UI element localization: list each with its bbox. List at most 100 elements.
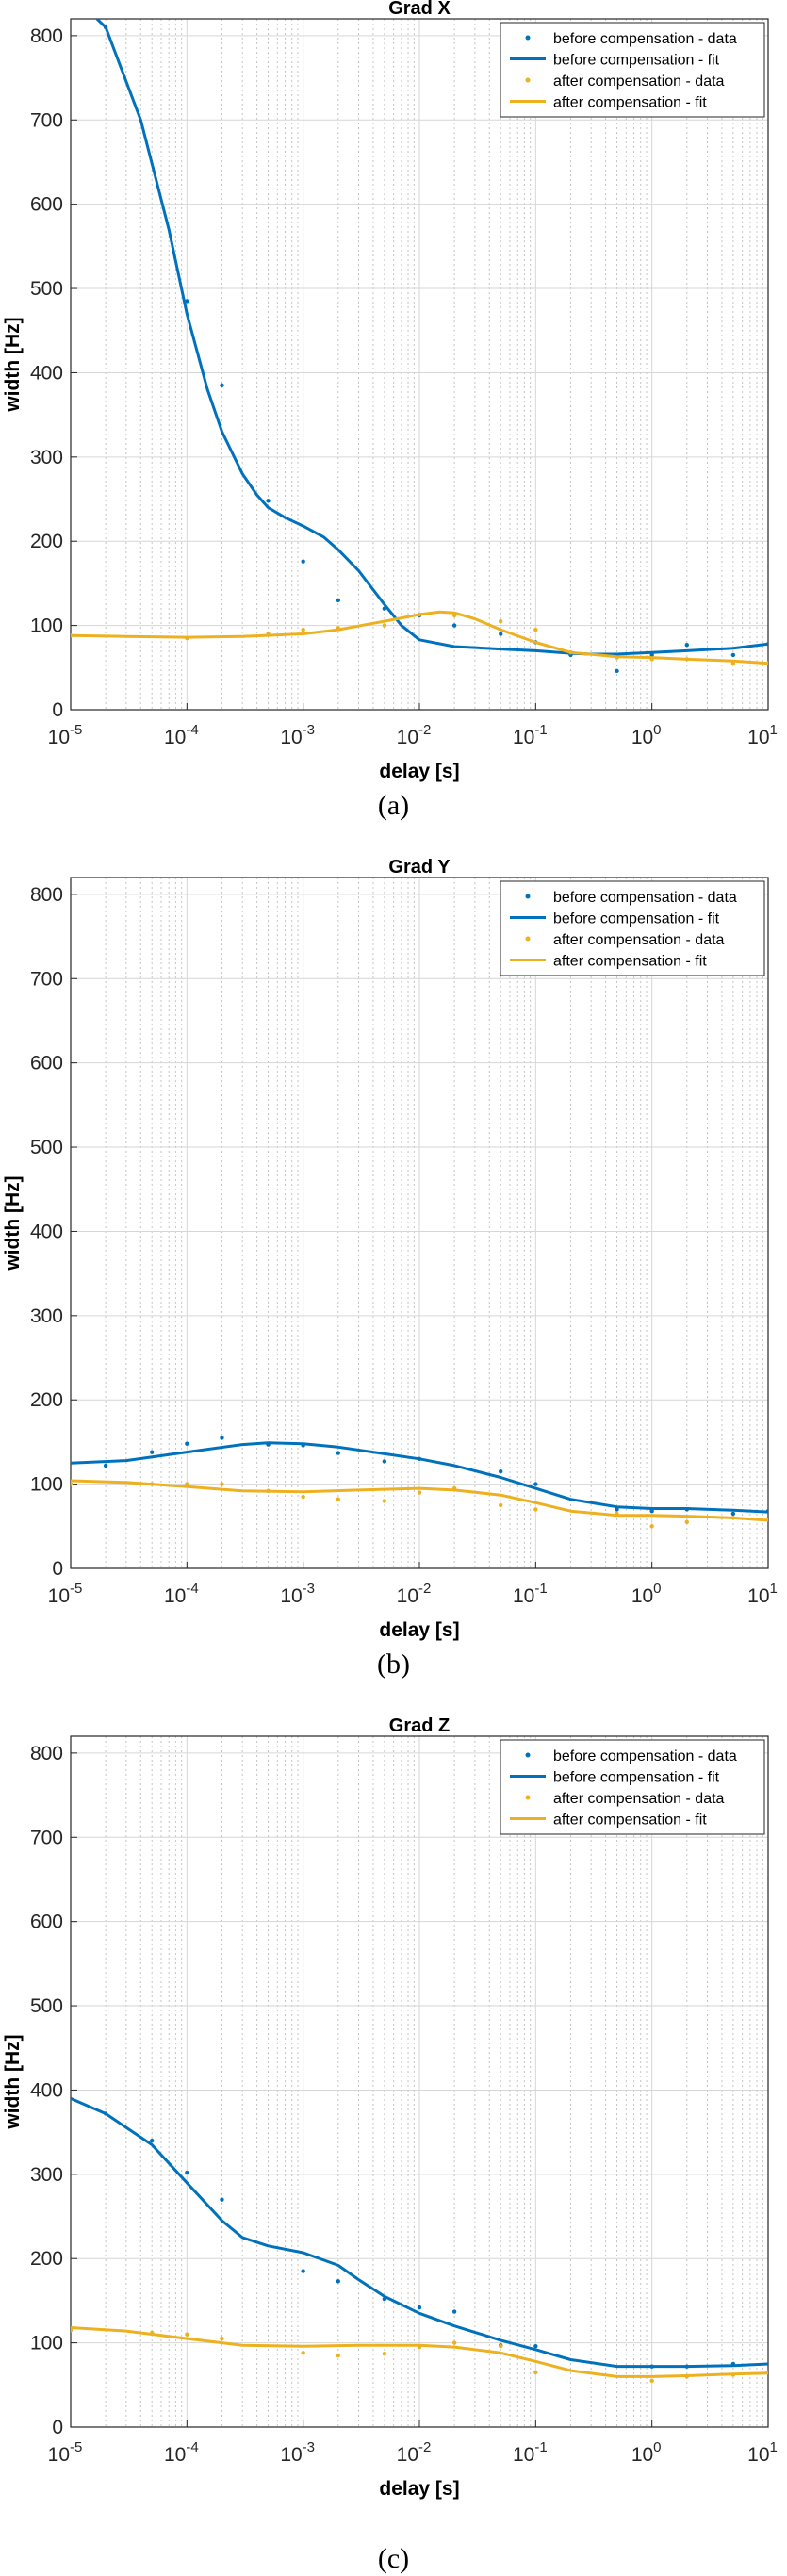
legend-entry: before compensation - fit xyxy=(553,53,720,69)
data-point xyxy=(220,383,224,388)
x-tick-label: 101 xyxy=(747,1581,778,1607)
data-point xyxy=(382,1499,387,1503)
y-tick-label: 100 xyxy=(30,1474,63,1496)
x-tick-label: 10-1 xyxy=(513,1581,548,1607)
minor-grid xyxy=(105,1736,763,2427)
x-tick-label: 10-4 xyxy=(164,722,199,748)
y-tick-label: 300 xyxy=(30,447,63,468)
data-point xyxy=(649,1524,654,1529)
data-point xyxy=(730,1511,736,1517)
data-point xyxy=(266,499,271,503)
data-point xyxy=(499,2343,503,2349)
data-point xyxy=(301,627,305,632)
data-point xyxy=(336,2279,340,2284)
y-tick-label: 700 xyxy=(30,968,63,990)
x-tick-label: 101 xyxy=(747,2439,778,2466)
data-point xyxy=(185,2170,189,2175)
data-point xyxy=(499,1502,503,1508)
x-tick-label: 10-5 xyxy=(48,1581,83,1607)
data-point xyxy=(730,652,736,658)
data-point xyxy=(301,559,305,564)
x-tick-label: 10-4 xyxy=(164,2439,199,2466)
data-point xyxy=(220,2197,224,2202)
chart-panel-b: Grad Y 0 100 200 300 400 500 600 700 800 10-5 10-4 1… xyxy=(0,859,787,1717)
x-tick-label: 10-2 xyxy=(397,1581,432,1607)
data-point xyxy=(417,1490,422,1495)
legend-entry: after compensation - fit xyxy=(553,1813,707,1829)
data-point xyxy=(533,1482,538,1486)
y-tick-label: 200 xyxy=(30,531,63,552)
legend-entry: after compensation - data xyxy=(553,1791,725,1807)
y-tick-label: 0 xyxy=(52,1558,63,1580)
data-point xyxy=(382,623,387,628)
series-line xyxy=(71,610,768,665)
chart-caption: (b) xyxy=(377,1649,410,1680)
x-tick-label: 10-3 xyxy=(280,722,315,748)
series-line xyxy=(71,2326,768,2378)
y-tick-label: 500 xyxy=(30,1137,63,1158)
y-tick-label: 400 xyxy=(30,2079,63,2101)
y-tick-label: 100 xyxy=(30,615,63,637)
x-tick-label: 100 xyxy=(631,1581,662,1607)
legend-entry: before compensation - fit xyxy=(553,911,720,927)
data-point xyxy=(220,2336,224,2341)
data-point xyxy=(71,1482,74,1486)
legend-swatch xyxy=(525,1752,531,1758)
series-line xyxy=(71,1441,768,1514)
data-point xyxy=(499,618,503,624)
legend-entry: before compensation - data xyxy=(553,31,737,47)
x-axis-label: delay [s] xyxy=(379,1619,459,1641)
data-point xyxy=(103,1463,108,1468)
data-point xyxy=(336,1497,340,1501)
chart-b: Grad Y 0 100 200 300 400 500 600 700 800 10-5 10-4 1… xyxy=(2,859,778,1641)
y-tick-label: 300 xyxy=(30,1305,63,1327)
legend-swatch xyxy=(525,894,531,899)
data-point xyxy=(649,652,654,658)
y-axis-label: width [Hz] xyxy=(2,2034,24,2129)
legend: before compensation - data before compens… xyxy=(500,1739,765,1835)
chart-panel-a: Grad X 0 100 200 300 400 500 600 700 800 10-5 10-4 1… xyxy=(0,0,787,859)
x-tick-label: 101 xyxy=(747,722,778,748)
legend: before compensation - data before compens… xyxy=(500,880,765,976)
data-point xyxy=(533,2370,538,2375)
x-axis-label: delay [s] xyxy=(379,761,459,782)
x-tick-label: 10-3 xyxy=(280,2439,315,2466)
data-point xyxy=(382,2352,387,2356)
data-point xyxy=(382,1459,387,1464)
series-line xyxy=(71,1479,768,1522)
y-axis-label: width [Hz] xyxy=(2,317,24,412)
x-tick-label: 10-2 xyxy=(397,2439,432,2466)
data-point xyxy=(533,627,538,632)
y-axis-label: width [Hz] xyxy=(2,1175,24,1271)
legend-swatch xyxy=(525,77,531,83)
y-tick-label: 200 xyxy=(30,1389,63,1411)
data-point xyxy=(451,2340,457,2345)
chart-title: Grad X xyxy=(388,0,451,19)
x-tick-label: 10-1 xyxy=(513,2439,548,2466)
data-point xyxy=(301,1494,305,1500)
data-point xyxy=(336,598,340,602)
data-point xyxy=(185,1441,189,1446)
data-point xyxy=(533,1507,538,1512)
y-tick-label: 500 xyxy=(30,1995,63,2017)
y-tick-label: 800 xyxy=(30,884,63,906)
data-point xyxy=(301,2269,305,2273)
legend-entry: after compensation - data xyxy=(553,74,725,90)
chart-c: Grad Z 0 100 200 300 400 500 600 700 800 10-5 10-4 1… xyxy=(2,1717,778,2500)
y-tick-label: 100 xyxy=(30,2333,63,2354)
data-point xyxy=(150,1450,155,1454)
y-tick-label: 800 xyxy=(30,1743,63,1764)
y-tick-label: 400 xyxy=(30,362,63,384)
data-point xyxy=(301,2351,305,2355)
x-tick-label: 10-3 xyxy=(280,1581,315,1607)
chart-caption: (c) xyxy=(377,2543,410,2574)
x-tick-label: 10-5 xyxy=(48,2439,83,2466)
data-point xyxy=(499,1469,503,1474)
y-tick-label: 400 xyxy=(30,1221,63,1242)
data-point xyxy=(336,1451,340,1455)
data-point xyxy=(684,642,689,648)
legend-entry: after compensation - data xyxy=(553,932,725,948)
data-point xyxy=(649,2378,654,2384)
x-tick-label: 100 xyxy=(631,722,662,748)
data-point xyxy=(684,1519,689,1525)
